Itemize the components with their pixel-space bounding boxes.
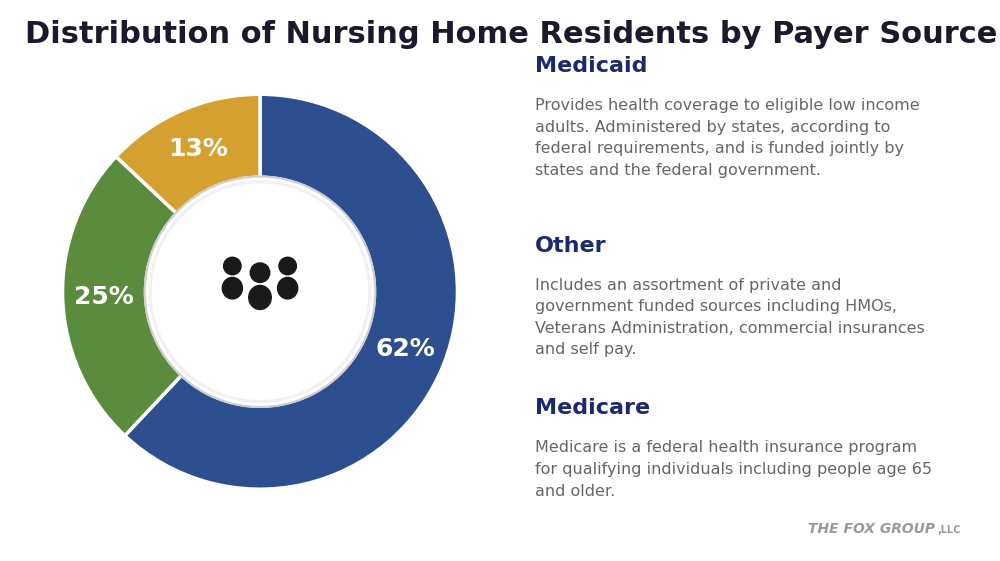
Circle shape: [152, 184, 368, 399]
Circle shape: [144, 176, 376, 407]
Ellipse shape: [222, 278, 242, 299]
Text: 25%: 25%: [74, 284, 134, 309]
Text: ,LLC: ,LLC: [937, 525, 960, 535]
Text: Distribution of Nursing Home Residents by Payer Source - 2022: Distribution of Nursing Home Residents b…: [25, 20, 1000, 49]
Text: Medicare: Medicare: [535, 398, 650, 419]
Text: THE FOX GROUP: THE FOX GROUP: [808, 522, 935, 536]
Text: 62%: 62%: [375, 337, 435, 361]
Ellipse shape: [278, 278, 298, 299]
Text: Includes an assortment of private and
government funded sources including HMOs,
: Includes an assortment of private and go…: [535, 278, 925, 357]
Ellipse shape: [249, 286, 271, 310]
Text: 13%: 13%: [168, 136, 228, 160]
Text: Other: Other: [535, 236, 607, 256]
Circle shape: [146, 178, 374, 405]
Wedge shape: [63, 157, 182, 436]
Circle shape: [149, 181, 371, 402]
Wedge shape: [125, 94, 457, 489]
Text: Medicaid: Medicaid: [535, 56, 648, 76]
Circle shape: [279, 257, 296, 275]
Circle shape: [250, 263, 270, 282]
Circle shape: [224, 257, 241, 275]
Text: Provides health coverage to eligible low income
adults. Administered by states, : Provides health coverage to eligible low…: [535, 98, 920, 178]
Wedge shape: [116, 94, 260, 213]
Text: Medicare is a federal health insurance program
for qualifying individuals includ: Medicare is a federal health insurance p…: [535, 440, 932, 499]
